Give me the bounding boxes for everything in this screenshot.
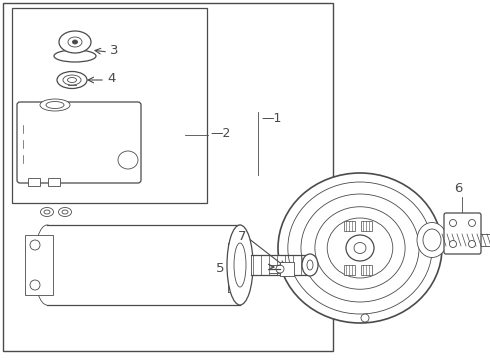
Bar [47,225,240,305]
Ellipse shape [417,222,447,257]
Ellipse shape [62,210,68,214]
Circle shape [361,314,369,322]
Bar [48,178,60,186]
Text: —2: —2 [210,126,230,140]
Circle shape [468,240,475,248]
Bar [28,178,40,186]
Ellipse shape [46,102,64,108]
Ellipse shape [58,207,72,216]
Bar [344,221,355,231]
Bar [251,255,306,275]
Ellipse shape [73,40,77,44]
Bar [25,235,53,295]
FancyBboxPatch shape [17,102,141,183]
Ellipse shape [34,225,60,305]
Text: 5: 5 [216,261,224,274]
Ellipse shape [68,77,76,82]
Bar [280,262,294,276]
Circle shape [30,280,40,290]
Ellipse shape [234,243,246,287]
Ellipse shape [118,151,138,169]
Ellipse shape [346,235,374,261]
Text: 4: 4 [107,72,115,85]
Ellipse shape [302,254,318,276]
Ellipse shape [227,225,253,305]
Circle shape [30,240,40,250]
Circle shape [449,240,457,248]
Ellipse shape [423,229,441,251]
Bar [361,221,372,231]
Bar [3,3,333,351]
Ellipse shape [40,99,70,111]
Ellipse shape [307,260,313,270]
Ellipse shape [354,243,366,253]
Ellipse shape [68,37,82,47]
Circle shape [449,220,457,226]
Ellipse shape [278,173,442,323]
Bar [361,265,372,275]
Ellipse shape [41,207,53,216]
Bar [344,265,355,275]
Ellipse shape [63,75,81,85]
Ellipse shape [57,72,87,89]
Ellipse shape [276,265,284,273]
Circle shape [468,220,475,226]
FancyBboxPatch shape [444,213,481,254]
Text: 7: 7 [238,230,246,243]
Ellipse shape [54,50,96,62]
Ellipse shape [44,210,50,214]
Text: 3: 3 [110,44,119,57]
Ellipse shape [59,31,91,53]
Text: 6: 6 [454,182,462,195]
Text: —1: —1 [261,112,281,125]
Bar [12,8,207,203]
